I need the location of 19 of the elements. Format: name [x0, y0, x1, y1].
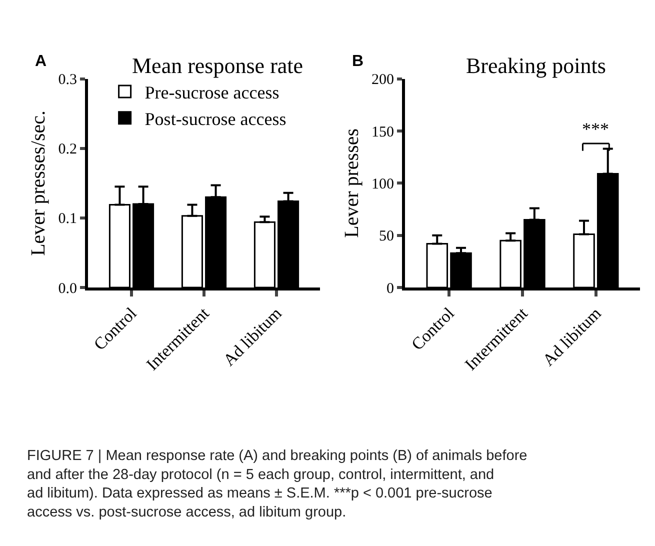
- y-tick-label: 0.1: [58, 211, 77, 228]
- chart-title: Breaking points: [466, 53, 606, 78]
- y-tick-label: 0.3: [58, 72, 77, 88]
- y-axis-title: Lever presses: [341, 128, 363, 238]
- text: A: [35, 53, 47, 70]
- text: B: [352, 53, 364, 70]
- y-tick-label: 50: [379, 228, 394, 245]
- legend-label: Post-sucrose access: [144, 108, 286, 129]
- annotation: ***: [582, 119, 609, 139]
- y-tick-label: 150: [372, 124, 394, 140]
- caption: FIGURE 7 | Mean response rate (A) and breaking points (B) of animals before and after the 28-day protocol (n = 5 each group, control, intermittent, and ad libitum). Data expressed as means ± S.E.M. ***p < 0.001 pre-sucrose access vs. post-sucrose access, ad libitum group.: [27, 448, 528, 521]
- y-tick-label: 0: [386, 280, 394, 297]
- y-tick-label: 200: [372, 72, 394, 88]
- y-tick-label: 100: [372, 176, 394, 192]
- chart-title: Mean response rate: [132, 53, 304, 78]
- legend-label: Pre-sucrose access: [144, 82, 280, 102]
- y-tick-label: 0.0: [58, 280, 77, 297]
- y-tick-label: 0.2: [58, 142, 77, 158]
- y-axis-title: Lever presses/sec.: [28, 110, 50, 256]
